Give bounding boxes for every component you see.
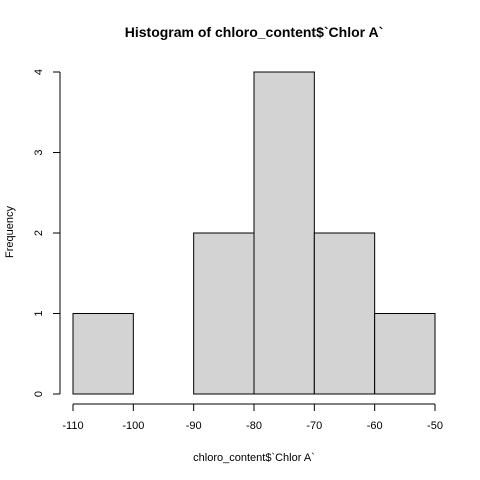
x-tick-label: -90 bbox=[186, 420, 202, 432]
histogram-bar-2 bbox=[193, 232, 255, 395]
histogram-bar-0 bbox=[72, 313, 134, 395]
bars-group bbox=[72, 71, 436, 395]
x-tick-label: -60 bbox=[367, 420, 383, 432]
x-axis: -110 -100 -90 -80 -70 -60 -50 bbox=[62, 403, 443, 432]
x-tick-label: -50 bbox=[427, 420, 443, 432]
histogram-bar-4 bbox=[313, 232, 376, 395]
histogram-bar-5 bbox=[374, 313, 436, 395]
y-tick-label: 3 bbox=[33, 149, 45, 155]
y-tick-label: 4 bbox=[33, 69, 45, 75]
chart-title: Histogram of chloro_content$`Chlor A` bbox=[125, 24, 384, 40]
x-tick-label: -80 bbox=[246, 420, 262, 432]
y-tick-label: 2 bbox=[33, 230, 45, 236]
x-tick-label: -110 bbox=[62, 420, 83, 432]
y-axis: 0 1 2 3 4 bbox=[33, 69, 61, 397]
x-axis-label: chloro_content$`Chlor A` bbox=[193, 452, 315, 464]
histogram-bar-3 bbox=[253, 71, 315, 395]
y-tick-label: 0 bbox=[33, 391, 45, 397]
x-tick-label: -70 bbox=[306, 420, 322, 432]
y-axis-label: Frequency bbox=[4, 206, 16, 258]
x-tick-label: -100 bbox=[122, 420, 144, 432]
y-tick-label: 1 bbox=[33, 310, 45, 316]
